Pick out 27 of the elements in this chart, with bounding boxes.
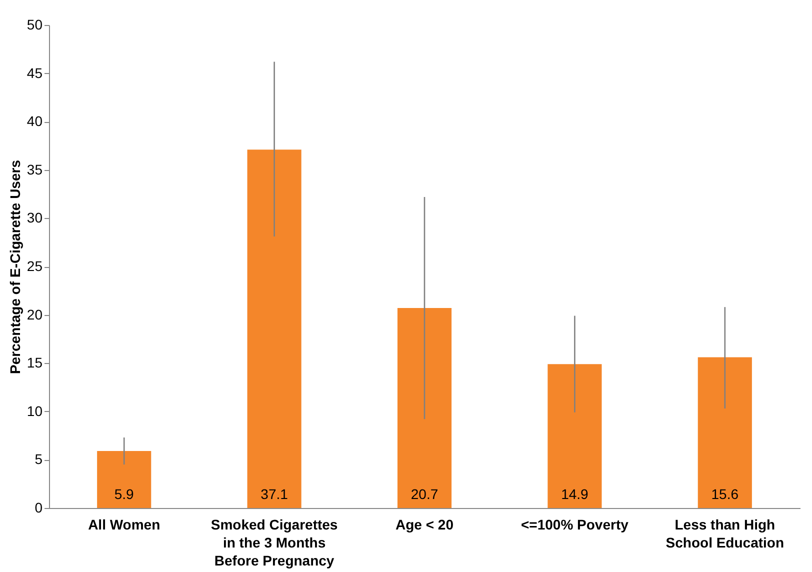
y-tick-label: 20 [26,306,43,322]
y-tick-label: 25 [26,258,43,274]
y-tick-label: 5 [34,451,43,468]
x-tick-label: Less than High School Education [666,516,784,550]
data-label: 37.1 [260,486,288,502]
data-label: 20.7 [410,486,438,502]
bar [698,357,752,508]
y-axis-title: Percentage of E-Cigarette Users [6,160,23,374]
y-tick-label: 45 [26,64,43,81]
y-tick-label: 30 [26,210,43,226]
x-tick-label: Smoked Cigarettes in the 3 Months Before Pregnancy [210,516,338,568]
y-tick-label: 0 [34,500,43,516]
x-tick-label: All Women [88,516,160,532]
bar [397,308,452,508]
y-tick-label: 35 [26,161,43,178]
data-label: 5.9 [114,486,134,502]
bar [97,451,152,508]
y-tick-label: 40 [26,113,43,130]
bar [247,150,302,508]
x-tick-label: Age < 20 [396,516,454,532]
data-label: 15.6 [711,486,739,502]
y-tick-label: 10 [26,402,43,419]
y-tick-label: 50 [26,16,43,32]
y-tick-label: 15 [26,354,43,371]
x-tick-label: <=100% Poverty [520,516,629,532]
data-label: 14.9 [561,486,589,502]
bar [548,364,602,508]
